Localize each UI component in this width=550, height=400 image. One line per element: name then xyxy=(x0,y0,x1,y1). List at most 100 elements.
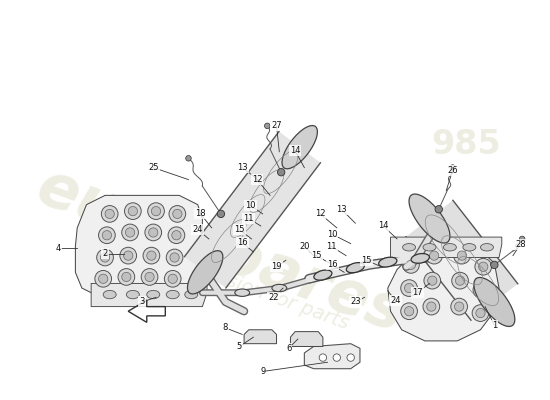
Text: 17: 17 xyxy=(412,288,423,297)
Circle shape xyxy=(186,156,191,161)
Text: 9: 9 xyxy=(260,367,265,376)
Polygon shape xyxy=(290,332,323,346)
Circle shape xyxy=(454,302,464,311)
Circle shape xyxy=(491,261,498,268)
Text: 15: 15 xyxy=(234,225,245,234)
Text: 10: 10 xyxy=(327,230,337,239)
Circle shape xyxy=(164,270,181,287)
Circle shape xyxy=(457,251,466,260)
Circle shape xyxy=(98,227,116,244)
Text: 25: 25 xyxy=(148,163,158,172)
Text: 22: 22 xyxy=(268,293,279,302)
Circle shape xyxy=(217,210,224,218)
Text: 6: 6 xyxy=(286,344,292,353)
Ellipse shape xyxy=(188,251,223,294)
Circle shape xyxy=(424,272,441,289)
Circle shape xyxy=(145,224,162,241)
Ellipse shape xyxy=(103,290,116,299)
Circle shape xyxy=(120,247,136,264)
Circle shape xyxy=(406,260,416,270)
Circle shape xyxy=(128,206,138,216)
Text: 18: 18 xyxy=(195,210,206,218)
Ellipse shape xyxy=(409,194,450,243)
Circle shape xyxy=(319,354,327,361)
Circle shape xyxy=(475,258,492,275)
Ellipse shape xyxy=(314,270,332,280)
Text: 8: 8 xyxy=(223,324,228,332)
Circle shape xyxy=(277,168,285,176)
Polygon shape xyxy=(184,132,321,288)
Circle shape xyxy=(169,206,186,222)
Ellipse shape xyxy=(411,254,430,263)
Circle shape xyxy=(125,228,135,237)
Circle shape xyxy=(427,302,436,311)
Polygon shape xyxy=(388,244,499,341)
Circle shape xyxy=(147,251,156,260)
Polygon shape xyxy=(390,237,502,258)
Circle shape xyxy=(430,251,439,260)
Text: 16: 16 xyxy=(327,260,338,269)
Ellipse shape xyxy=(346,262,364,273)
Ellipse shape xyxy=(463,244,476,251)
Ellipse shape xyxy=(481,244,493,251)
Text: a passion for parts: a passion for parts xyxy=(174,253,351,333)
Circle shape xyxy=(168,274,177,284)
Circle shape xyxy=(404,307,414,316)
Text: 12: 12 xyxy=(315,210,326,218)
Text: 12: 12 xyxy=(252,175,262,184)
Circle shape xyxy=(97,249,113,266)
Circle shape xyxy=(428,276,437,285)
Circle shape xyxy=(473,282,490,298)
Polygon shape xyxy=(75,195,202,297)
Polygon shape xyxy=(244,330,277,344)
Text: 5: 5 xyxy=(237,342,242,351)
Ellipse shape xyxy=(474,278,515,326)
Circle shape xyxy=(124,203,141,220)
Text: 27: 27 xyxy=(271,121,282,130)
Circle shape xyxy=(476,308,485,318)
Text: 20: 20 xyxy=(299,242,310,251)
Circle shape xyxy=(347,354,354,361)
Circle shape xyxy=(477,285,486,294)
Text: 11: 11 xyxy=(326,242,337,251)
Circle shape xyxy=(101,206,118,222)
Circle shape xyxy=(151,206,161,216)
Text: 16: 16 xyxy=(237,238,248,247)
Text: 3: 3 xyxy=(140,298,145,306)
Polygon shape xyxy=(304,344,360,369)
Ellipse shape xyxy=(378,257,397,267)
Text: 23: 23 xyxy=(350,298,361,306)
Text: 14: 14 xyxy=(378,222,388,230)
Circle shape xyxy=(102,230,112,240)
Circle shape xyxy=(122,224,139,241)
Circle shape xyxy=(105,209,114,218)
Circle shape xyxy=(452,272,469,289)
Circle shape xyxy=(401,280,417,296)
Circle shape xyxy=(170,253,179,262)
Text: 13: 13 xyxy=(336,205,346,214)
Text: 26: 26 xyxy=(447,166,458,175)
Circle shape xyxy=(101,253,109,262)
Text: 28: 28 xyxy=(515,240,526,249)
Text: 985: 985 xyxy=(432,128,502,161)
Text: 11: 11 xyxy=(244,214,254,223)
Text: 15: 15 xyxy=(311,251,322,260)
Circle shape xyxy=(143,247,160,264)
Ellipse shape xyxy=(282,126,317,169)
Ellipse shape xyxy=(185,290,198,299)
Circle shape xyxy=(426,247,442,264)
Circle shape xyxy=(333,354,340,361)
Ellipse shape xyxy=(126,290,139,299)
Ellipse shape xyxy=(166,290,179,299)
Ellipse shape xyxy=(235,289,250,296)
Polygon shape xyxy=(406,200,518,320)
Circle shape xyxy=(404,284,414,293)
Circle shape xyxy=(145,272,154,282)
Text: 2: 2 xyxy=(102,249,108,258)
Circle shape xyxy=(454,247,470,264)
Circle shape xyxy=(124,251,133,260)
Text: 24: 24 xyxy=(390,296,400,305)
Text: 1: 1 xyxy=(492,321,497,330)
Text: 14: 14 xyxy=(290,146,300,155)
Circle shape xyxy=(122,272,131,282)
